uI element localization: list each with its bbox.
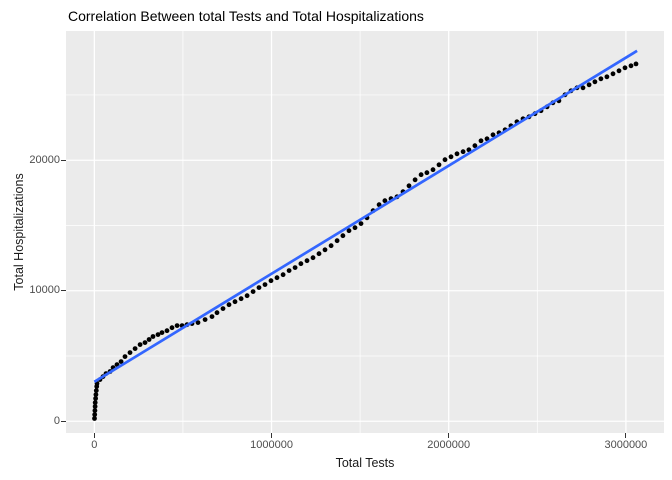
chart-title: Correlation Between total Tests and Tota… xyxy=(68,8,424,24)
data-point xyxy=(92,416,97,421)
data-point xyxy=(454,151,460,157)
x-tick-label: 1000000 xyxy=(250,439,293,451)
data-point xyxy=(274,275,280,281)
x-axis-title: Total Tests xyxy=(335,456,395,470)
data-point xyxy=(448,154,454,160)
data-point xyxy=(92,400,98,405)
data-point xyxy=(580,85,586,91)
data-point xyxy=(478,138,484,144)
x-tick-label: 2000000 xyxy=(427,439,471,451)
data-point xyxy=(346,228,352,234)
data-point xyxy=(137,342,143,347)
y-tick-mark xyxy=(61,290,66,292)
data-point xyxy=(244,293,250,299)
data-point xyxy=(118,359,124,364)
data-point xyxy=(142,340,148,345)
y-tick-label: 20000 xyxy=(29,153,60,166)
data-point xyxy=(250,289,256,294)
x-tick-mark xyxy=(448,433,450,438)
data-point xyxy=(490,132,496,138)
y-tick-label: 0 xyxy=(53,414,60,427)
data-point xyxy=(586,82,592,88)
x-tick-label: 0 xyxy=(91,439,98,451)
data-point xyxy=(328,243,334,249)
data-point xyxy=(92,412,98,417)
x-tick-mark xyxy=(270,433,273,438)
data-point xyxy=(256,285,262,290)
data-point xyxy=(472,143,478,149)
data-point xyxy=(352,225,358,231)
data-point xyxy=(92,408,98,413)
plot-panel xyxy=(66,31,664,433)
data-point xyxy=(122,354,128,359)
x-tick-mark xyxy=(625,433,627,438)
x-tick-label: 3000000 xyxy=(604,439,648,451)
data-point xyxy=(164,328,170,334)
data-point xyxy=(334,238,340,244)
data-point xyxy=(598,76,604,82)
data-point xyxy=(322,247,328,253)
data-point xyxy=(262,282,268,287)
y-tick-mark xyxy=(61,420,66,422)
y-axis-title-text: Total Hospitalizations xyxy=(12,173,26,291)
plot-svg xyxy=(66,31,664,433)
data-point xyxy=(155,332,161,337)
data-point xyxy=(412,177,418,183)
data-point xyxy=(268,278,274,284)
data-point xyxy=(93,396,98,401)
data-point xyxy=(418,172,424,178)
data-point xyxy=(169,325,175,331)
data-point xyxy=(209,314,215,319)
x-tick-mark xyxy=(93,433,95,438)
data-point xyxy=(93,388,99,393)
data-point xyxy=(146,337,152,342)
data-point xyxy=(226,302,232,308)
y-tick-mark xyxy=(61,159,66,161)
data-point xyxy=(310,255,316,261)
data-point xyxy=(280,272,286,278)
data-point xyxy=(316,251,322,257)
data-point xyxy=(592,79,598,85)
data-point xyxy=(430,167,436,173)
data-point xyxy=(424,170,430,176)
data-point xyxy=(382,198,388,204)
data-point xyxy=(442,157,448,163)
data-point xyxy=(150,334,156,339)
data-point xyxy=(604,74,610,80)
data-point xyxy=(340,233,346,239)
data-point xyxy=(92,404,98,409)
data-point xyxy=(298,261,304,267)
data-point xyxy=(610,71,616,77)
data-point xyxy=(127,350,133,355)
data-point xyxy=(238,296,244,302)
data-point xyxy=(484,136,490,142)
data-point xyxy=(214,310,220,316)
data-point xyxy=(633,61,639,67)
data-point xyxy=(93,392,99,397)
y-tick-label: 10000 xyxy=(29,284,60,297)
data-point xyxy=(466,147,472,153)
data-point xyxy=(436,162,442,168)
data-point xyxy=(622,65,628,71)
data-point xyxy=(460,149,466,155)
data-point xyxy=(159,330,165,335)
data-point xyxy=(358,221,364,227)
data-point xyxy=(195,320,201,325)
data-point xyxy=(174,323,180,328)
data-point xyxy=(304,258,310,264)
data-point xyxy=(132,346,138,351)
data-point xyxy=(616,68,622,74)
data-point xyxy=(202,317,208,322)
data-point xyxy=(232,299,238,305)
data-point xyxy=(406,183,412,189)
data-point xyxy=(220,306,226,311)
trend-line xyxy=(93,49,638,383)
data-point xyxy=(292,265,298,270)
data-point xyxy=(628,63,634,69)
data-point xyxy=(286,268,292,273)
